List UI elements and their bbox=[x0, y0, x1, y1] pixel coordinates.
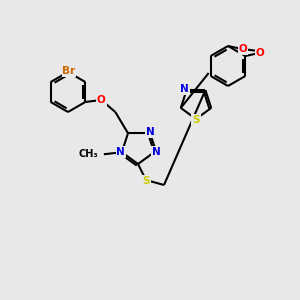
Text: S: S bbox=[192, 115, 200, 125]
Text: N: N bbox=[180, 84, 189, 94]
Text: CH₃: CH₃ bbox=[78, 149, 98, 159]
Text: O: O bbox=[238, 44, 247, 54]
Text: O: O bbox=[97, 95, 106, 105]
Text: N: N bbox=[116, 147, 125, 157]
Text: N: N bbox=[152, 147, 161, 157]
Text: S: S bbox=[142, 176, 150, 186]
Text: Br: Br bbox=[62, 66, 76, 76]
Text: O: O bbox=[256, 48, 265, 58]
Text: N: N bbox=[146, 127, 154, 137]
